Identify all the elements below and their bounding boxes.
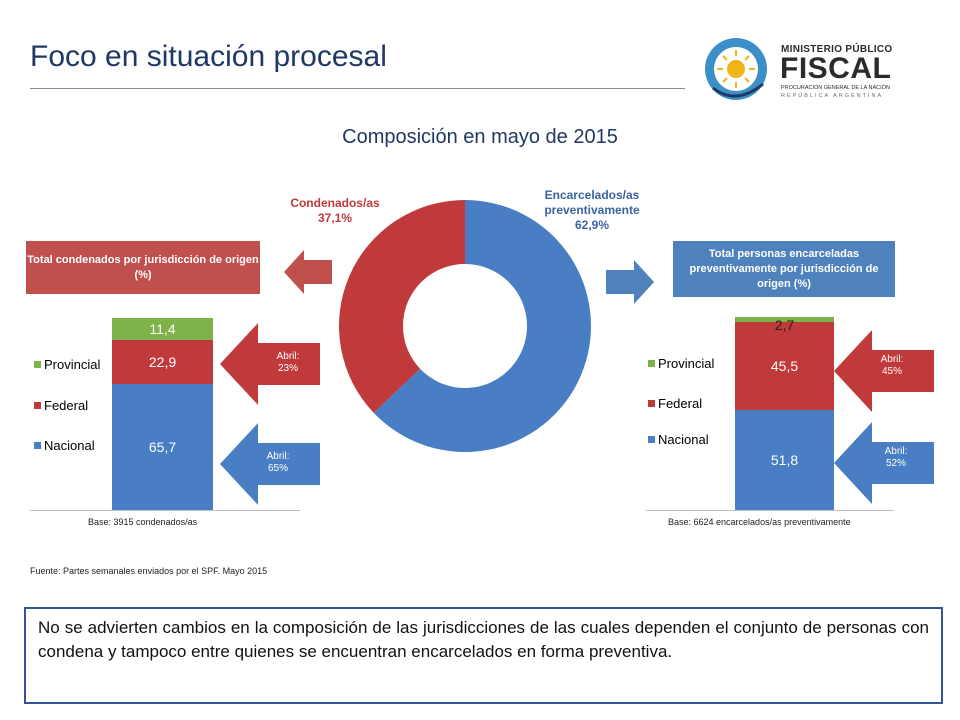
abril-federal-condenados-value: 23% <box>277 363 298 374</box>
donut-label-encarcelados-value: 62,9% <box>574 218 610 232</box>
legend-item-nacional: Nacional <box>34 438 95 453</box>
legend-swatch-federal <box>34 402 41 409</box>
bar-value-label-nacional-encarcelados: 51,8 <box>770 452 799 469</box>
left-arrow-icon <box>284 250 332 294</box>
conclusion-box: No se advierten cambios en la composició… <box>24 607 943 704</box>
abril-federal-encarcelados-value: 45% <box>881 366 902 377</box>
abril-federal-condenados: Abril: 23% <box>258 351 318 375</box>
logo-line-3: PROCURACIÓN GENERAL DE LA NACIÓN <box>781 85 890 91</box>
bar-value-label-provincial-encarcelados: 2,7 <box>774 317 795 334</box>
bar-segment-federal-encarcelados: 45,5 <box>735 322 834 411</box>
base-label-condenados: Base: 3915 condenados/as <box>88 517 198 527</box>
title-divider <box>30 88 685 89</box>
page-title: Foco en situación procesal <box>30 40 387 73</box>
source-note: Fuente: Partes semanales enviados por el… <box>30 566 268 576</box>
donut-label-condenados-name: Condenados/as <box>290 196 380 210</box>
encarcelados-header-box: Total personas encarceladas preventivame… <box>673 241 895 297</box>
logo-line-1: MINISTERIO PÚBLICO <box>781 44 893 55</box>
legend-item-federal-right: Federal <box>648 396 702 411</box>
baseline-right <box>646 510 894 511</box>
logo-sun-icon <box>705 38 767 100</box>
base-label-encarcelados: Base: 6624 encarcelados/as preventivamen… <box>668 517 851 527</box>
abril-nacional-condenados-value: 65% <box>267 463 288 474</box>
bar-value-label-federal-condenados: 22,9 <box>148 353 177 370</box>
donut-label-encarcelados: Encarcelados/as preventivamente 62,9% <box>522 188 662 233</box>
abril-federal-encarcelados: Abril: 45% <box>862 354 922 378</box>
donut-label-condenados-value: 37,1% <box>317 211 353 225</box>
legend-swatch-nacional <box>34 442 41 449</box>
legend-item-provincial: Provincial <box>34 357 100 372</box>
bar-segment-provincial-encarcelados: 2,7 <box>735 317 834 333</box>
abril-nacional-encarcelados-value: 52% <box>885 458 906 469</box>
baseline-left <box>30 510 300 511</box>
legend-label-nacional-right: Nacional <box>658 432 709 447</box>
legend-label-nacional: Nacional <box>44 438 95 453</box>
legend-label-federal: Federal <box>44 398 89 413</box>
legend-label-provincial: Provincial <box>44 357 101 372</box>
donut-label-condenados: Condenados/as 37,1% <box>270 196 400 226</box>
legend-item-provincial-right: Provincial <box>648 356 714 371</box>
legend-swatch-federal-right <box>648 400 655 407</box>
bar-value-label-federal-encarcelados: 45,5 <box>770 358 799 375</box>
abril-nacional-condenados: Abril: 65% <box>248 451 308 475</box>
abril-nacional-arrow-icon <box>220 423 320 505</box>
legend-label-federal-right: Federal <box>658 396 703 411</box>
abril-federal-arrow-icon <box>220 323 320 405</box>
logo-line-4: REPÚBLICA ARGENTINA <box>781 93 884 99</box>
donut-slice-condenados <box>338 200 465 413</box>
bar-segment-provincial-condenados: 11,4 <box>112 318 213 340</box>
bar-segment-federal-condenados: 22,9 <box>112 339 213 384</box>
legend-swatch-nacional-right <box>648 436 655 443</box>
abril-nacional-encarcelados: Abril: 52% <box>866 446 926 470</box>
abril-nacional-encarcelados-label: Abril: <box>884 446 908 457</box>
bar-value-label-nacional-condenados: 65,7 <box>148 438 177 455</box>
abril-federal-condenados-label: Abril: <box>276 351 300 362</box>
abril-nacional-right-arrow-icon <box>834 422 934 504</box>
stacked-bar-encarcelados: 51,8 45,5 2,7 <box>735 317 834 510</box>
abril-federal-right-arrow-icon <box>834 330 934 412</box>
stacked-bar-condenados: 65,7 22,9 11,4 <box>112 318 213 510</box>
abril-nacional-condenados-label: Abril: <box>266 451 290 462</box>
condenados-header-box: Total condenados por jurisdicción de ori… <box>26 241 260 294</box>
bar-segment-nacional-condenados: 65,7 <box>112 383 213 510</box>
legend-label-provincial-right: Provincial <box>658 356 715 371</box>
right-arrow-icon <box>606 260 654 304</box>
legend-swatch-provincial <box>34 361 41 368</box>
chart-title: Composición en mayo de 2015 <box>342 126 618 148</box>
legend-item-federal: Federal <box>34 398 88 413</box>
donut-label-encarcelados-name: Encarcelados/as preventivamente <box>544 188 640 217</box>
bar-value-label-provincial-condenados: 11,4 <box>149 320 176 337</box>
legend-swatch-provincial-right <box>648 360 655 367</box>
bar-segment-nacional-encarcelados: 51,8 <box>735 410 834 510</box>
ministerio-publico-fiscal-logo: MINISTERIO PÚBLICO FISCAL PROCURACIÓN GE… <box>703 36 893 102</box>
donut-chart <box>338 200 591 452</box>
logo-line-2: FISCAL <box>780 52 892 85</box>
abril-federal-encarcelados-label: Abril: <box>880 354 904 365</box>
legend-item-nacional-right: Nacional <box>648 432 709 447</box>
donut-slice-encarcelados <box>373 200 591 452</box>
